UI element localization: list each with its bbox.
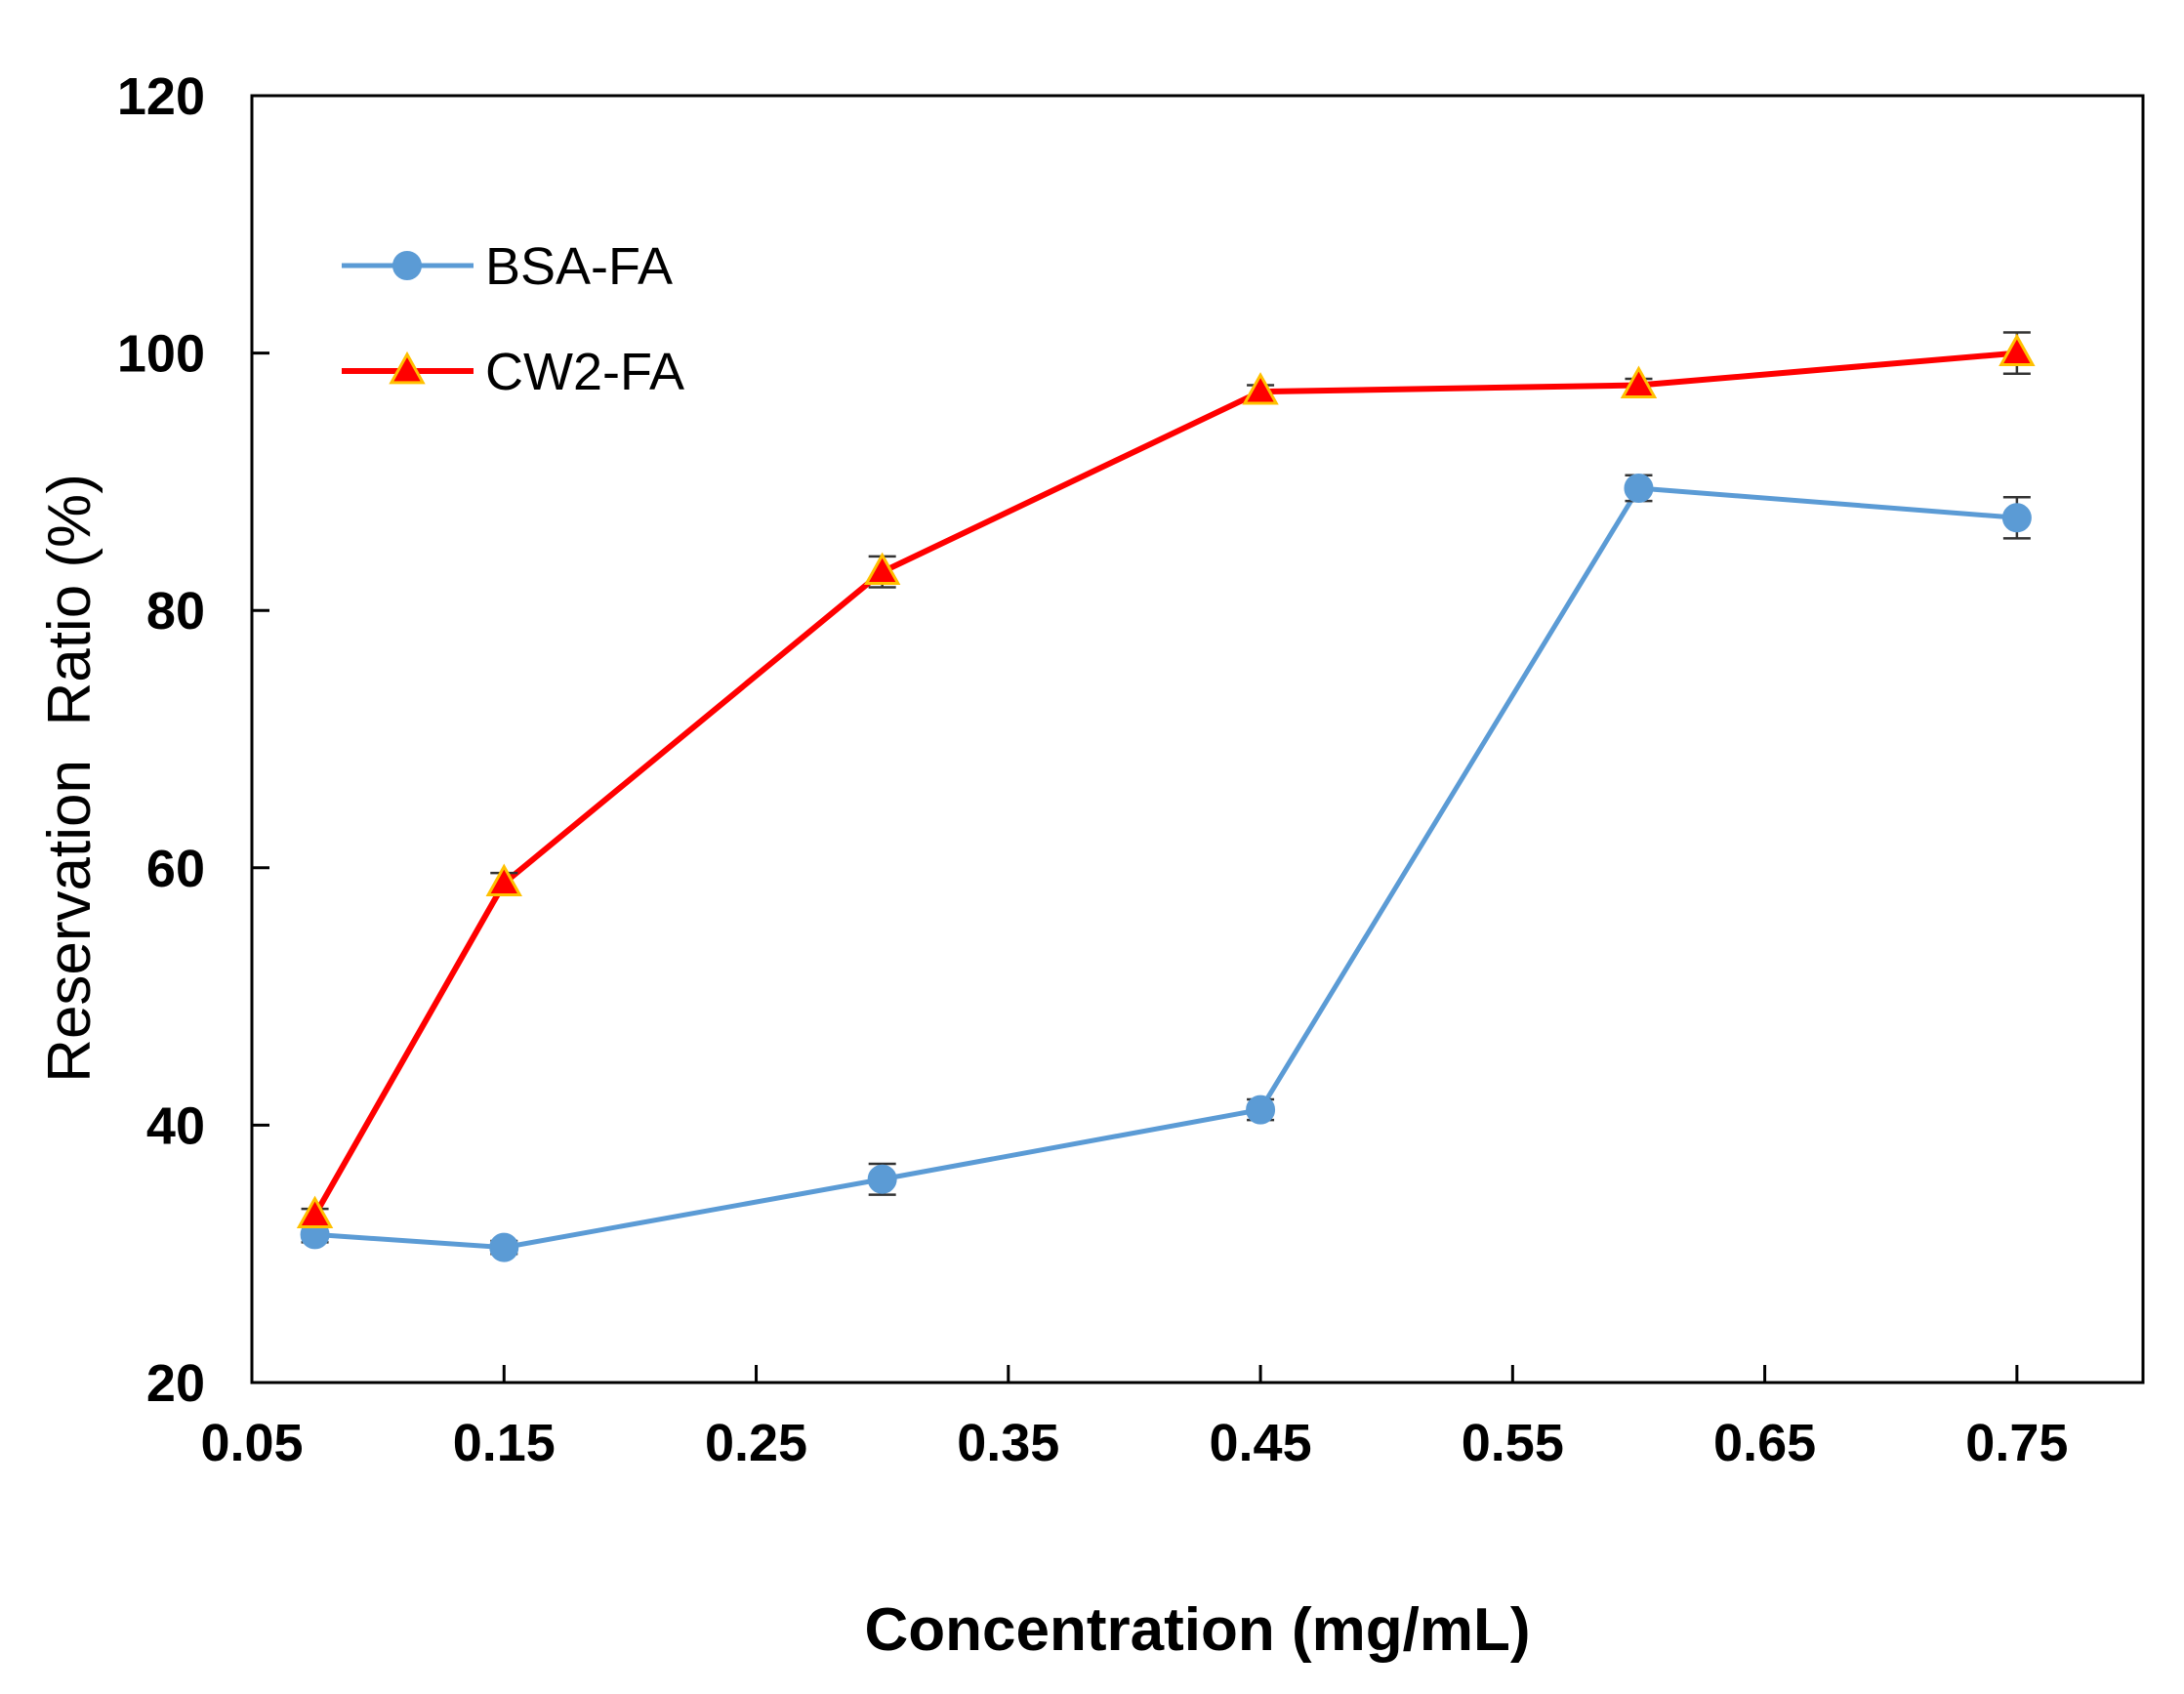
y-tick-label: 60 (146, 840, 205, 898)
y-axis-title: Reservation Ratio (%) (36, 474, 103, 1083)
data-point (296, 1195, 334, 1229)
legend-swatch-marker (392, 251, 422, 280)
data-point (2001, 503, 2032, 533)
data-point (1246, 1095, 1276, 1125)
legend-swatch-marker (389, 351, 426, 385)
data-point (863, 552, 901, 586)
x-tick-label: 0.25 (705, 1414, 807, 1472)
data-point (1242, 372, 1279, 405)
y-tick-label: 20 (146, 1354, 205, 1413)
data-point (1624, 473, 1654, 503)
x-tick-label: 0.75 (1965, 1414, 2068, 1472)
y-tick-label: 40 (146, 1096, 205, 1155)
data-point (485, 863, 522, 897)
data-point (1999, 333, 2036, 366)
series-line (314, 485, 2018, 1251)
x-tick-label: 0.35 (957, 1414, 1059, 1472)
x-tick-label: 0.15 (453, 1414, 556, 1472)
series-line (311, 350, 2018, 1218)
x-axis-title: Concentration (mg/mL) (865, 1596, 1531, 1664)
series-layer (296, 331, 2036, 1262)
legend: BSA-FA CW2-FA (342, 237, 684, 401)
x-tick-label: 0.05 (200, 1414, 303, 1472)
legend-label: BSA-FA (485, 237, 673, 296)
legend-item-bsa-fa: BSA-FA (342, 237, 673, 296)
y-axis-ticks: 20 40 60 80 100 120 (117, 67, 269, 1413)
data-point (489, 1232, 519, 1262)
data-point (867, 1164, 897, 1194)
legend-item-cw2-fa: CW2-FA (342, 343, 684, 401)
y-tick-label: 100 (117, 325, 205, 384)
x-tick-label: 0.65 (1713, 1414, 1816, 1472)
x-axis-ticks: 0.05 0.15 0.25 0.35 0.45 0.55 0.65 0.75 (200, 1365, 2068, 1472)
series-cw2-fa (296, 331, 2036, 1229)
x-tick-label: 0.45 (1210, 1414, 1312, 1472)
legend-label: CW2-FA (485, 343, 684, 401)
y-tick-label: 80 (146, 582, 205, 640)
data-point (1620, 365, 1658, 398)
plot-area-frame (250, 94, 2145, 1384)
y-tick-label: 120 (117, 67, 205, 126)
x-tick-label: 0.55 (1462, 1414, 1564, 1472)
